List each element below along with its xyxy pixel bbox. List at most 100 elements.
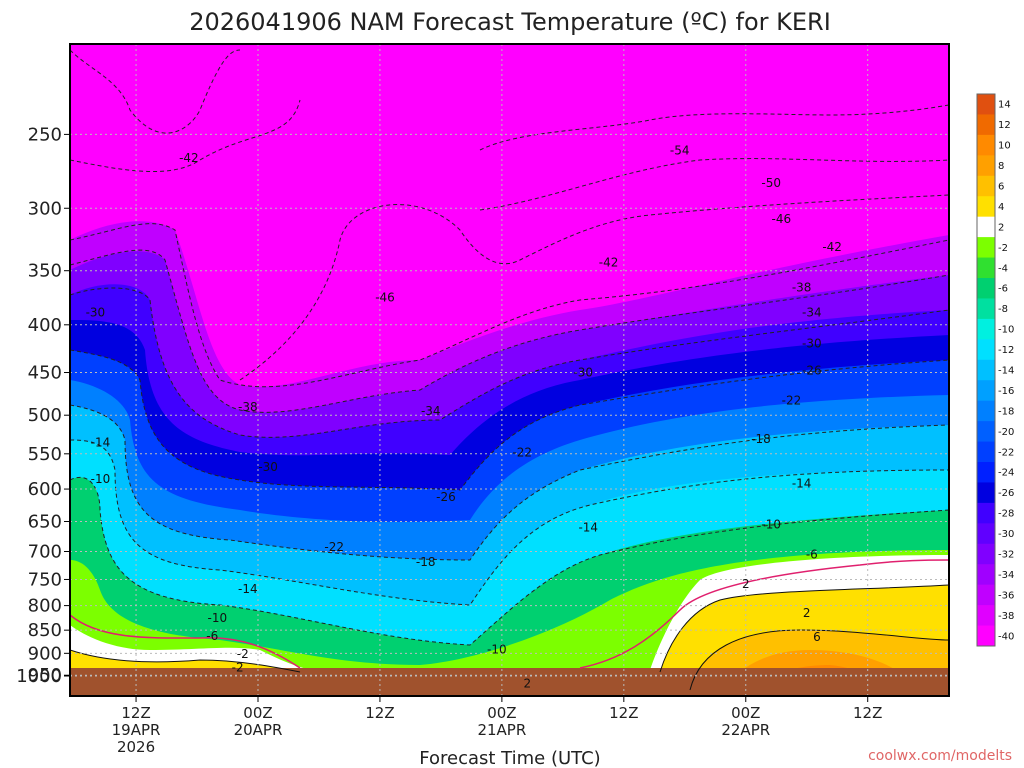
colorbar-swatch <box>977 237 995 259</box>
contour-label: -46 <box>772 212 792 226</box>
x-tick-label: 12Z <box>609 704 638 722</box>
contour-label: -18 <box>751 432 771 446</box>
contour-label: -6 <box>206 629 218 643</box>
contour-label: -54 <box>670 143 690 157</box>
plot-frame <box>69 43 950 697</box>
contour-label: -26 <box>802 364 822 378</box>
contour-label: -6 <box>806 547 818 561</box>
colorbar-swatch <box>977 441 995 463</box>
y-axis: 2503003504004505005506006507007508008509… <box>16 124 70 687</box>
y-tick-label: 350 <box>28 261 62 282</box>
x-tick-label: 00Z <box>487 704 516 722</box>
colorbar-swatch <box>977 94 995 115</box>
contour-label: 2 <box>742 577 750 591</box>
x-tick-label: 2026 <box>117 738 155 756</box>
colorbar-label: -28 <box>998 509 1014 520</box>
y-tick-label: 400 <box>28 315 62 336</box>
contour-label: -14 <box>238 582 258 596</box>
y-tick-label: 500 <box>28 405 62 426</box>
plot-area: -42-54-50-46-42-42-38-46-34-30-30-26-30-… <box>70 44 949 696</box>
contour-labels: -42-54-50-46-42-42-38-46-34-30-30-26-30-… <box>86 143 842 690</box>
colorbar-label: -16 <box>998 386 1014 397</box>
y-tick-label: 950 <box>28 665 62 686</box>
freezing-line-right <box>579 559 949 669</box>
contour-label: -22 <box>512 445 532 459</box>
contour-label: 2 <box>803 606 811 620</box>
colorbar-swatch <box>977 482 995 504</box>
contour-label: -30 <box>258 460 278 474</box>
colorbar-swatch <box>977 339 995 361</box>
colorbar-swatch <box>977 400 995 422</box>
colorbar-label: -22 <box>998 447 1014 458</box>
contour-label: -46 <box>375 291 395 305</box>
contour-label: -10 <box>761 518 781 532</box>
colorbar-swatch <box>977 359 995 381</box>
contour-label: 2 <box>523 677 531 691</box>
y-tick-label: 1000 <box>16 666 62 687</box>
contour-label: -10 <box>91 472 111 486</box>
colorbar-label: -30 <box>998 529 1014 540</box>
y-tick-label: 250 <box>28 124 62 145</box>
contour-label: -14 <box>792 477 812 491</box>
colorbar-swatch <box>977 421 995 443</box>
colorbar-swatch <box>977 196 995 218</box>
chart-title: 2026041906 NAM Forecast Temperature (ºC)… <box>189 8 831 36</box>
contour-label: -38 <box>238 400 258 414</box>
contour-label: -42 <box>822 240 842 254</box>
colorbar-swatch <box>977 216 995 238</box>
colorbar-label: 8 <box>998 161 1004 172</box>
colorbar-label: -12 <box>998 345 1014 356</box>
colorbar-label: -20 <box>998 427 1014 438</box>
colorbar-label: -36 <box>998 590 1014 601</box>
colorbar-label: -10 <box>998 325 1014 336</box>
contour-label: -2 <box>237 647 249 661</box>
colorbar-label: -40 <box>998 631 1014 642</box>
y-tick-label: 750 <box>28 569 62 590</box>
colorbar-label: -8 <box>998 304 1008 315</box>
y-tick-label: 800 <box>28 596 62 617</box>
contour-label: -42 <box>179 151 199 165</box>
colorbar-label: -26 <box>998 488 1014 499</box>
colorbar-swatch <box>977 584 995 606</box>
colorbar-swatch <box>977 278 995 299</box>
contour-lines <box>70 49 949 646</box>
colorbar-swatch <box>977 605 995 627</box>
colorbar-label: -6 <box>998 284 1008 295</box>
contour-label: -50 <box>761 176 781 190</box>
colorbar-swatch <box>977 318 995 340</box>
colorbar-swatch <box>977 257 995 279</box>
colorbar-swatch <box>977 134 995 156</box>
y-tick-label: 700 <box>28 542 62 563</box>
ground-fill <box>70 668 949 696</box>
colorbar-label: -38 <box>998 611 1014 622</box>
contour-label: -34 <box>421 404 441 418</box>
band-zero-right <box>650 555 949 672</box>
colorbar-label: 6 <box>998 182 1004 193</box>
colorbar-label: 14 <box>998 100 1011 111</box>
colorbar-label: -4 <box>998 263 1008 274</box>
colorbar-frame <box>976 93 996 647</box>
contour-label: -22 <box>324 540 344 554</box>
y-tick-label: 650 <box>28 511 62 532</box>
y-tick-label: 550 <box>28 444 62 465</box>
x-tick-label: 22APR <box>721 721 770 739</box>
contour-label: -38 <box>792 281 812 295</box>
colorbar-swatch <box>977 625 995 647</box>
x-tick-label: 12Z <box>365 704 394 722</box>
colorbar-swatch <box>977 114 995 136</box>
x-tick-label: 12Z <box>853 704 882 722</box>
contour-label: -14 <box>578 521 598 535</box>
colorbar-label: 4 <box>998 202 1004 213</box>
contour-label: -30 <box>802 337 822 351</box>
colorbar-label: -2 <box>998 243 1008 254</box>
x-tick-label: 00Z <box>731 704 760 722</box>
colorbar-label: -32 <box>998 550 1014 561</box>
contour-label: -14 <box>91 436 111 450</box>
contour-label: 6 <box>813 630 821 644</box>
colorbar-label: -24 <box>998 468 1014 479</box>
contour-label: -10 <box>487 643 507 657</box>
y-tick-label: 450 <box>28 363 62 384</box>
x-tick-label: 20APR <box>234 721 283 739</box>
